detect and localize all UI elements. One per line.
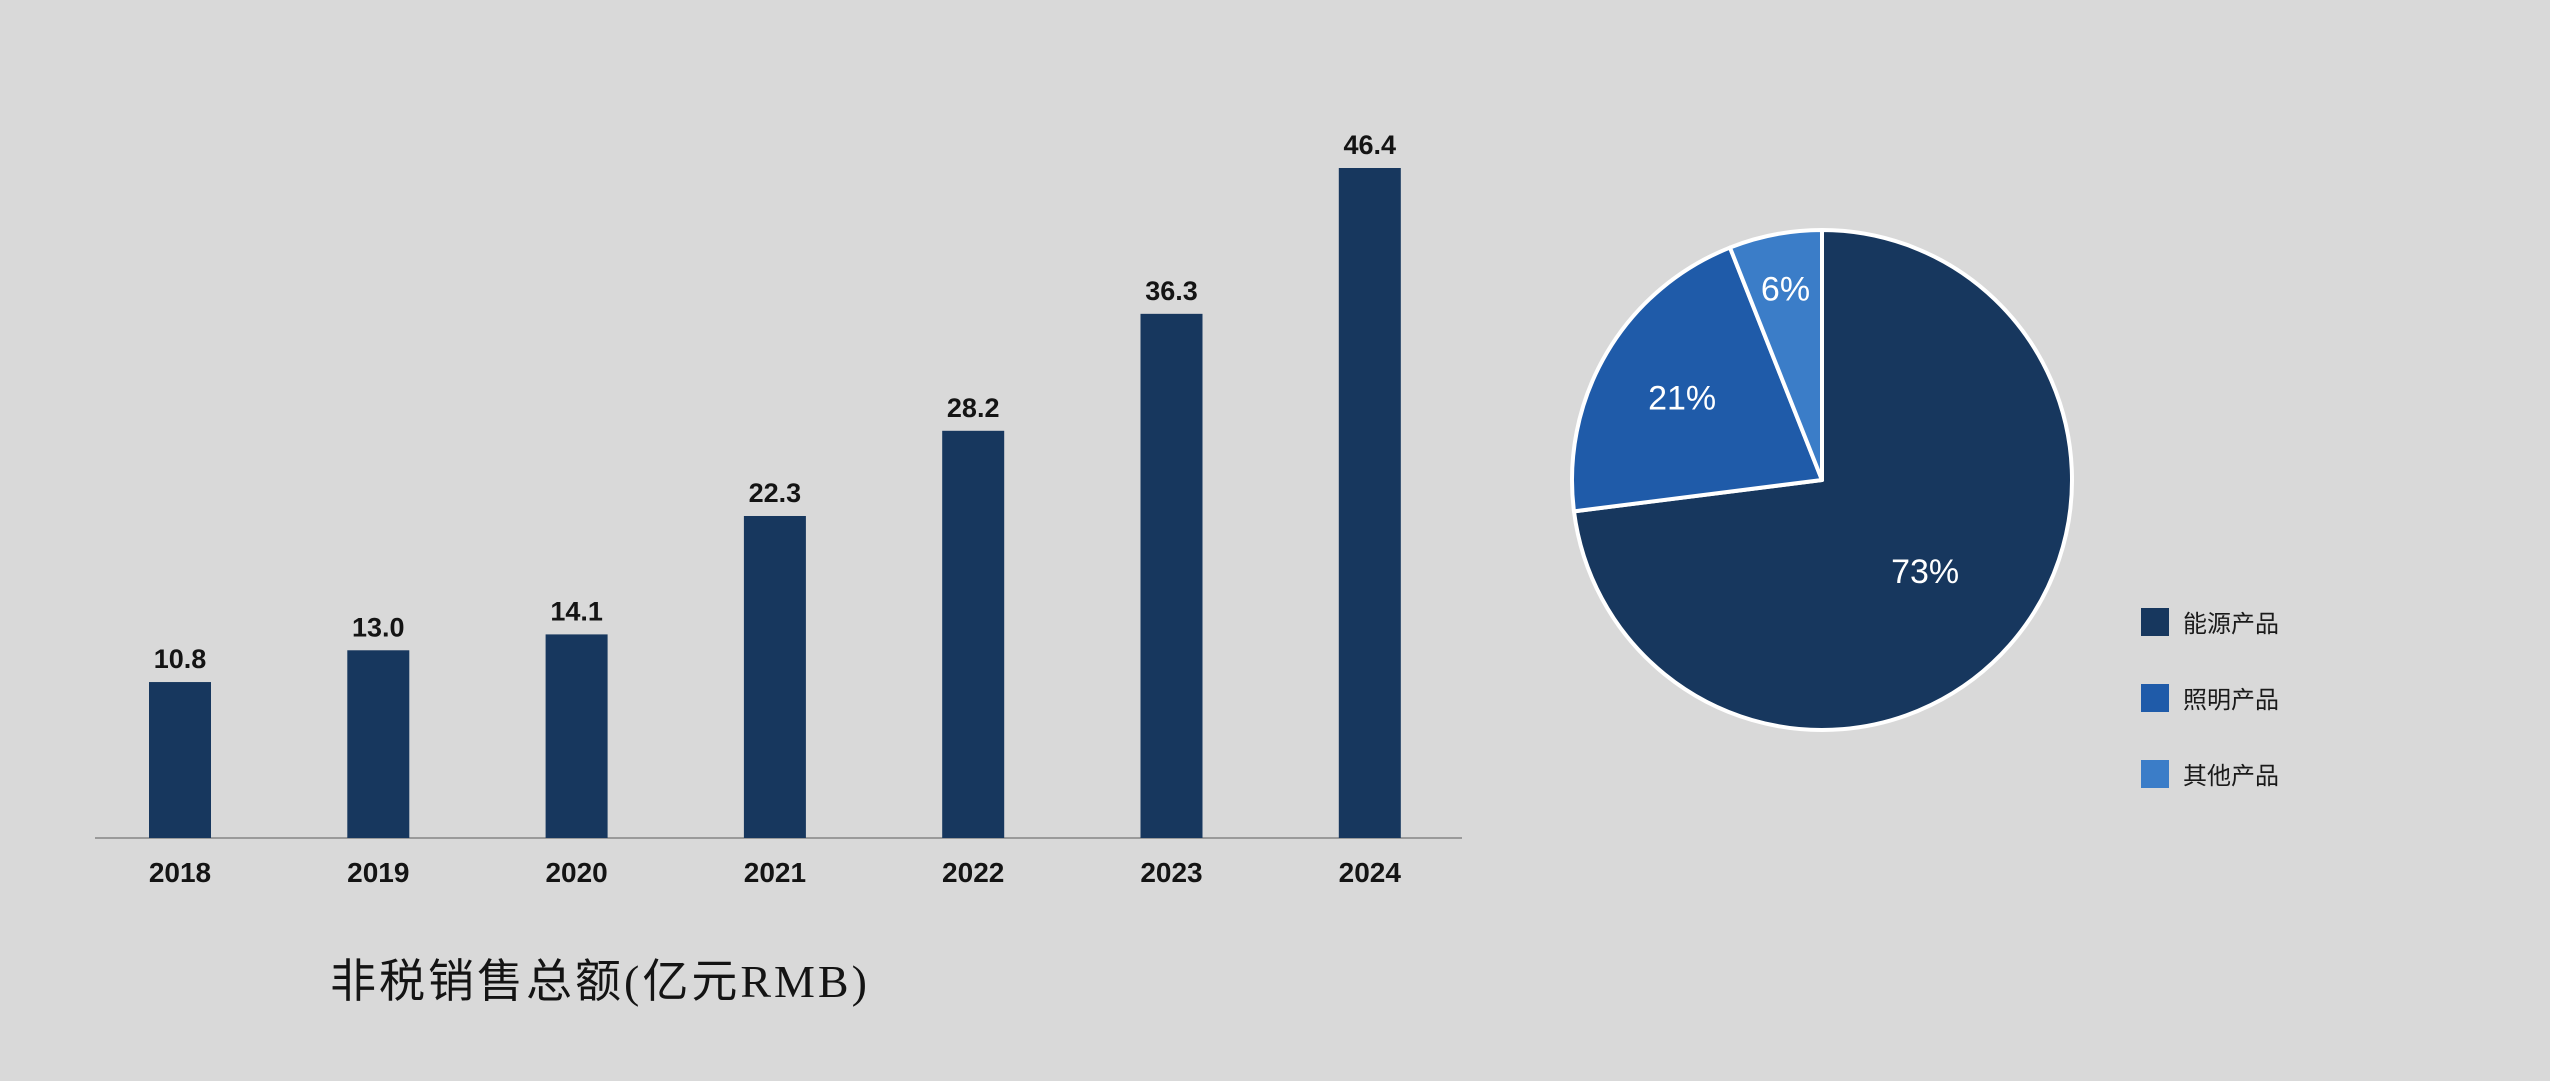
legend-item-2: 其他产品: [2141, 756, 2279, 791]
bar-value-label-2020: 14.1: [550, 596, 603, 626]
legend-label-1: 照明产品: [2183, 687, 2279, 714]
bar-2021: [743, 515, 806, 838]
legend-label-2: 其他产品: [2183, 763, 2279, 790]
bar-value-label-2023: 36.3: [1145, 276, 1198, 306]
bar-value-label-2024: 46.4: [1344, 130, 1397, 160]
pie-slice-2: [1727, 228, 1824, 482]
legend-item-0: 能源产品: [2141, 604, 2279, 639]
pie-percent-label-0: 73%: [1891, 553, 1959, 591]
legend-item-1: 照明产品: [2141, 680, 2279, 715]
bar-category-label-2022: 2022: [942, 857, 1004, 888]
bar-category-label-2024: 2024: [1339, 857, 1402, 888]
bar-category-label-2018: 2018: [149, 857, 211, 888]
bar-chart: 10.8 2018 13.0 2019 14.1 2020 22.3 2021 28.2 2022…: [95, 130, 1462, 1007]
bar-2018: [149, 682, 211, 838]
bar-category-label-2021: 2021: [744, 857, 806, 888]
bar-value-label-2021: 22.3: [749, 478, 802, 508]
bar-category-label-2023: 2023: [1140, 857, 1202, 888]
pie-chart-plot-area: 73% 21% 6%: [1570, 228, 2074, 732]
pie-percent-label-2: 6%: [1761, 271, 1810, 309]
pie-slice-1: [1570, 245, 1824, 514]
pie-percent-label-1: 21%: [1648, 379, 1716, 417]
bar-2019: [347, 650, 410, 838]
bar-2024: [1338, 168, 1401, 838]
bar-value-label-2018: 10.8: [154, 644, 207, 674]
legend-swatch-0: [2141, 607, 2169, 636]
bar-chart-plot-area: 10.8 2018 13.0 2019 14.1 2020 22.3 2021 28.2 2022…: [95, 130, 1462, 888]
pie-chart: 73% 21% 6% 能源产品照明产品其他产品: [1542, 200, 2542, 900]
bar-value-label-2019: 13.0: [352, 612, 405, 642]
legend-swatch-2: [2141, 759, 2169, 788]
legend-label-0: 能源产品: [2183, 611, 2279, 638]
bar-value-label-2022: 28.2: [947, 393, 1000, 423]
bar-category-label-2020: 2020: [545, 857, 607, 888]
legend-swatch-1: [2141, 683, 2169, 712]
bar-2020: [545, 634, 608, 838]
pie-legend: 能源产品照明产品其他产品: [2141, 604, 2279, 791]
bar-category-label-2019: 2019: [347, 857, 409, 888]
bar-chart-title: 非税销售总额(亿元RMB): [330, 956, 870, 1007]
bar-2023: [1140, 313, 1203, 838]
bar-2022: [942, 430, 1005, 838]
